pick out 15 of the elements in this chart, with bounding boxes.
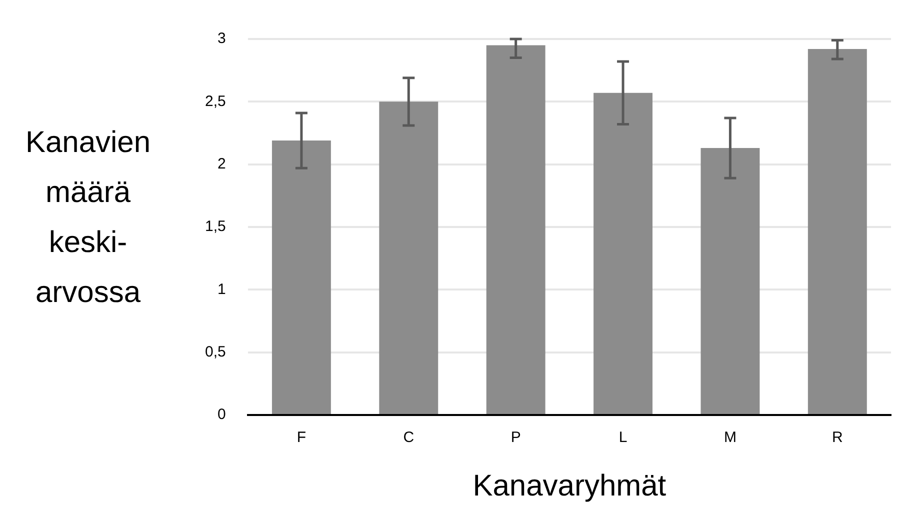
x-tick-label: C	[403, 429, 414, 446]
x-axis-title: Kanavaryhmät	[472, 469, 667, 502]
y-tick-label: 2,5	[204, 92, 226, 110]
y-tick-label: 2	[218, 155, 226, 172]
y-tick-label: 1,5	[204, 218, 226, 236]
x-tick-label: F	[296, 429, 306, 446]
y-axis-title: Kanavien määrä keski- arvossa	[24, 125, 152, 311]
y-tick-label: 0	[218, 406, 226, 424]
x-tick-label: M	[724, 429, 736, 446]
y-tick-label: 0,5	[204, 343, 226, 360]
y-tick-label: 3	[218, 30, 226, 48]
y-tick-label: 1	[218, 280, 226, 298]
x-tick-label: L	[618, 429, 628, 446]
x-tick-label: P	[510, 429, 521, 446]
x-tick-label: R	[832, 429, 843, 446]
